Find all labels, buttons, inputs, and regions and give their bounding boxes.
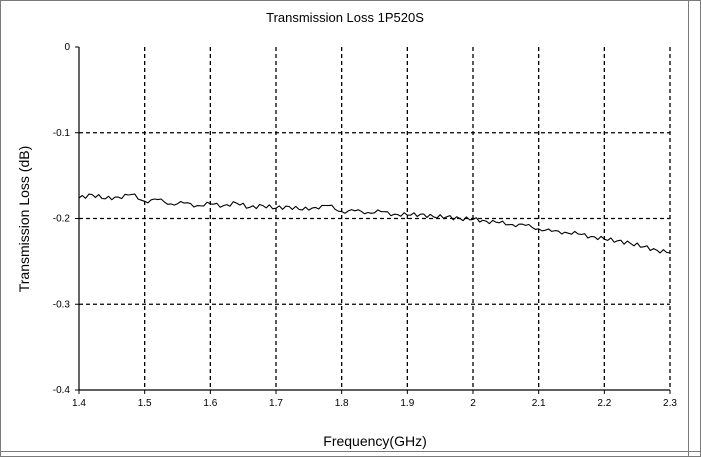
- x-axis-label: Frequency(GHz): [323, 433, 426, 449]
- y-tick-label: -0.3: [53, 299, 71, 310]
- x-tick-label: 1.9: [400, 398, 414, 409]
- y-tick-label: 0: [64, 42, 70, 53]
- x-tick-label: 1.8: [335, 398, 349, 409]
- chart-title: Transmission Loss 1P520S: [266, 10, 424, 25]
- y-tick-label: -0.1: [53, 128, 71, 139]
- y-tick-label: -0.4: [53, 385, 71, 396]
- x-tick-label: 1.4: [72, 398, 86, 409]
- x-tick-label: 2.1: [532, 398, 546, 409]
- x-tick-label: 2.2: [597, 398, 611, 409]
- x-tick-label: 1.6: [203, 398, 217, 409]
- series-line: [78, 193, 671, 254]
- y-axis-label: Transmission Loss (dB): [16, 146, 32, 293]
- x-tick-label: 2: [470, 398, 476, 409]
- y-tick-label: -0.2: [53, 214, 71, 225]
- x-tick-label: 1.7: [269, 398, 283, 409]
- x-tick-label: 1.5: [138, 398, 152, 409]
- frame-bottom-edge: [0, 451, 701, 452]
- x-tick-label: 2.3: [663, 398, 677, 409]
- frame-right-edge: [688, 0, 689, 457]
